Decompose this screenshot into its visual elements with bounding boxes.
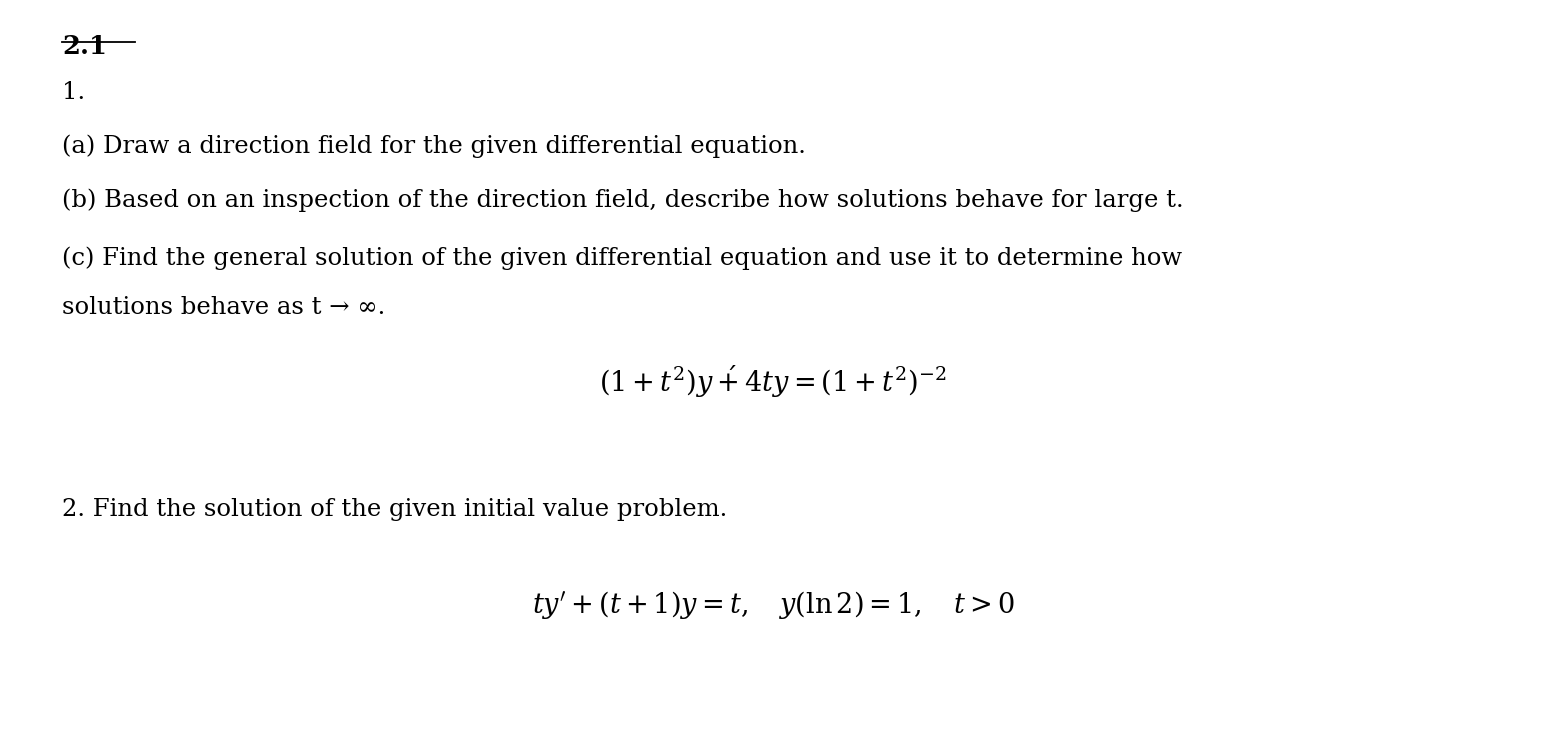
Text: 2.1: 2.1 <box>62 34 107 59</box>
Text: 2. Find the solution of the given initial value problem.: 2. Find the solution of the given initia… <box>62 498 727 521</box>
Text: (a) Draw a direction field for the given differential equation.: (a) Draw a direction field for the given… <box>62 134 805 158</box>
Text: 1.: 1. <box>62 81 85 103</box>
Text: (c) Find the general solution of the given differential equation and use it to d: (c) Find the general solution of the giv… <box>62 246 1183 270</box>
Text: solutions behave as t → ∞.: solutions behave as t → ∞. <box>62 296 385 319</box>
Text: (b) Based on an inspection of the direction field, describe how solutions behave: (b) Based on an inspection of the direct… <box>62 188 1184 211</box>
Text: $ty' + (t + 1)y = t, \quad y(\ln 2) = 1, \quad t > 0$: $ty' + (t + 1)y = t, \quad y(\ln 2) = 1,… <box>532 589 1014 621</box>
Text: $(1 + t^2)y\' + 4ty = (1 + t^2)^{-2}$: $(1 + t^2)y\' + 4ty = (1 + t^2)^{-2}$ <box>600 364 946 400</box>
